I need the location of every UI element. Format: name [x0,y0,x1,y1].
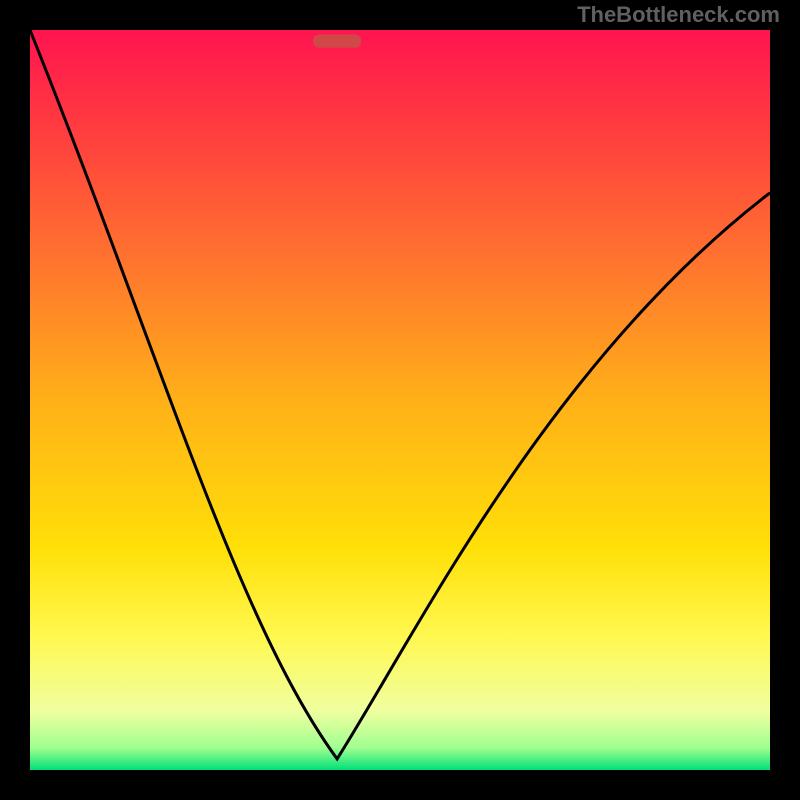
plot-area [30,30,770,770]
chart-frame: TheBottleneck.com [0,0,800,800]
chart-svg [30,30,770,770]
gradient-background [30,30,770,770]
watermark-text: TheBottleneck.com [577,2,780,28]
min-marker [313,34,361,47]
